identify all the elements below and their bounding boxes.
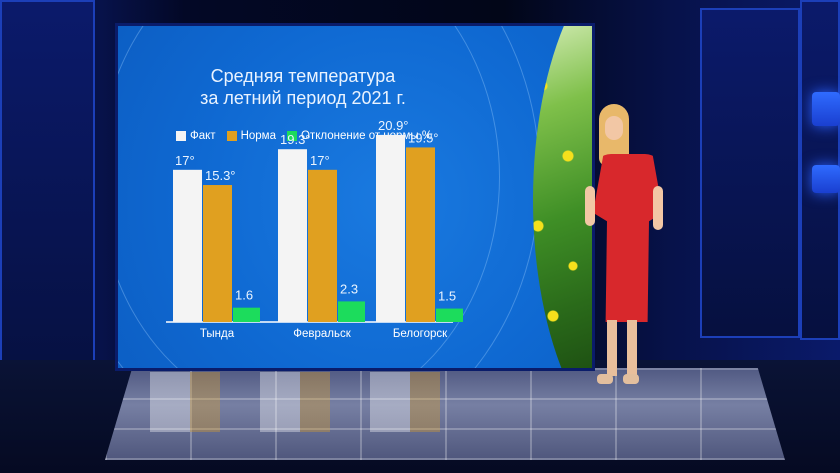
legend-item-norm: Норма [226,130,276,142]
presenter-face [605,116,623,140]
chart-title-line-2: за летний период 2021 г. [200,88,406,108]
value-label-norm-2: 19.5° [408,130,439,145]
bar-deviation-0 [233,307,260,322]
legend-swatch-deviation [286,131,297,141]
bar-norm-2 [406,147,435,322]
right-light-strip-2 [812,165,840,193]
value-label-norm-0: 15.3° [205,168,236,183]
presenter-dress [593,154,663,322]
category-label-0: Тында [200,328,235,340]
presenter-right-leg [627,320,637,376]
chart-title: Средняя температура за летний период 202… [118,65,488,109]
bar-fact-0 [173,169,202,322]
value-label-deviation-1: 2.3 [340,281,358,296]
legend-swatch-norm [226,131,237,141]
value-label-deviation-2: 1.5 [438,289,456,304]
legend-item-fact: Факт [176,130,216,142]
presenter-left-shoe [597,374,613,384]
right-wall-panel [700,8,800,338]
value-label-fact-2: 20.9° [378,118,409,133]
bar-fact-2 [376,134,405,322]
weather-screen: Средняя температура за летний период 202… [115,23,595,371]
bar-deviation-1 [338,301,365,322]
presenter-figure [585,104,665,394]
presenter-left-leg [607,320,617,376]
presenter-left-arm [585,186,595,226]
value-label-fact-0: 17° [175,153,195,168]
bar-deviation-2 [436,308,463,322]
value-label-deviation-0: 1.6 [235,288,253,303]
presenter-right-arm [653,186,663,230]
presenter-right-shoe [623,374,639,384]
bar-chart: 17° 15.3° 1.6 Тында 19.3° 17° 2.3 Февральск 20.9… [166,118,463,340]
legend-label-fact: Факт [190,130,216,142]
value-label-norm-1: 17° [310,153,330,168]
chart-title-line-1: Средняя температура [210,66,396,86]
stage-grid [105,368,785,460]
legend-swatch-fact [176,131,186,141]
category-label-1: Февральск [293,328,351,340]
legend-label-norm: Норма [240,130,276,142]
right-light-strip [812,92,840,126]
value-label-fact-1: 19.3° [280,132,311,147]
bar-fact-1 [278,149,307,322]
stage-platform [105,368,785,460]
left-wall-panel [0,0,95,395]
bar-norm-1 [308,169,337,322]
bar-norm-0 [203,185,232,322]
screen-reflection [150,372,480,432]
category-label-2: Белогорск [393,328,448,340]
